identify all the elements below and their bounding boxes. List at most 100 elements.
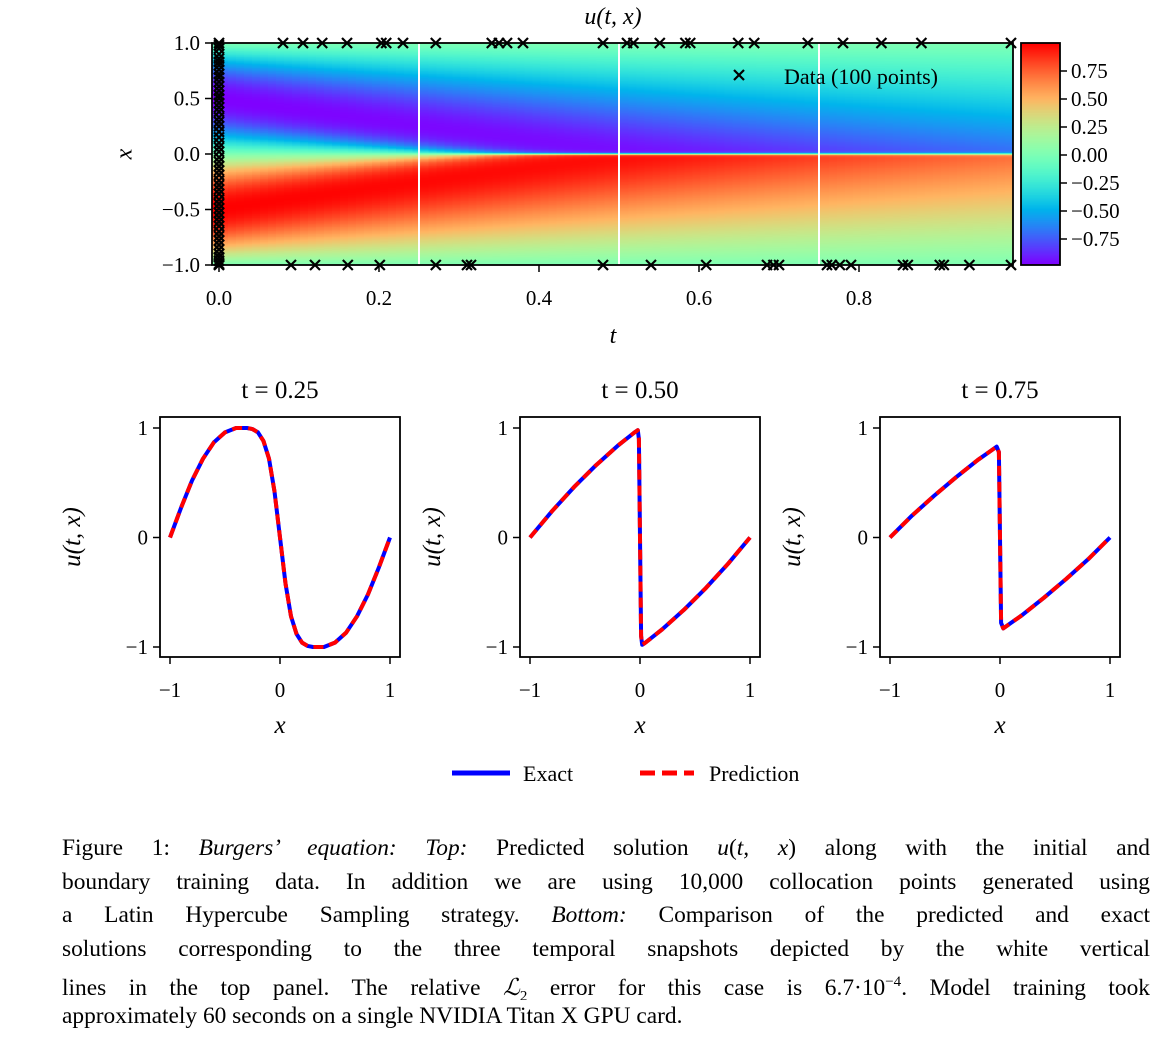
data-point-x-icon	[213, 215, 225, 228]
data-point-x-icon	[213, 76, 225, 88]
x-tick-label: −1	[879, 678, 901, 702]
data-point-x-icon	[213, 155, 225, 168]
plot-title: t = 0.25	[241, 377, 318, 404]
data-point-x-icon	[213, 202, 225, 215]
top-title: u(t, x)	[584, 4, 641, 30]
y-tick-label: 1.0	[174, 31, 200, 55]
y-tick-label: −0.5	[162, 198, 200, 222]
caption-math-u: u	[717, 835, 729, 861]
y-tick-label: 0	[138, 526, 149, 550]
data-point-x-icon	[213, 164, 225, 177]
data-point-x-icon	[213, 198, 225, 210]
x-axis-label: x	[993, 712, 1005, 739]
caption-line-6: approximately 60 seconds on a single NVI…	[62, 1002, 683, 1029]
data-point-x-icon	[213, 97, 225, 109]
y-axis-label: u(t, x)	[779, 507, 806, 567]
colorbar-tick-label: 0.75	[1071, 59, 1108, 83]
top-ylabel: x	[112, 148, 138, 160]
x-tick-label: 0.0	[206, 286, 232, 310]
figure-caption: Figure 1: Burgers’ equation: Top: Predic…	[62, 832, 1150, 1034]
x-tick-label: 0.4	[526, 286, 553, 310]
x-tick-label: 1	[1105, 678, 1116, 702]
data-point-x-icon	[213, 207, 225, 219]
x-tick-label: 0	[275, 678, 286, 702]
prediction-line	[528, 428, 752, 647]
y-tick-label: −1	[846, 635, 868, 659]
data-point-x-icon	[213, 151, 225, 164]
x-tick-label: 0	[635, 678, 646, 702]
prediction-line	[168, 426, 392, 649]
caption-text: lines in the top panel. The relative	[62, 975, 503, 1000]
data-point-x-icon	[213, 92, 225, 105]
colorbar-tick-label: 0.25	[1071, 115, 1108, 139]
x-tick-label: 1	[745, 678, 756, 702]
legend-data-label: Data (100 points)	[784, 64, 938, 89]
x-tick-label: −1	[159, 678, 181, 702]
data-point-x-icon	[213, 254, 225, 267]
data-point-x-icon	[213, 234, 225, 247]
data-point-x-icon	[213, 59, 225, 71]
colorbar-tick-label: −0.25	[1071, 171, 1120, 195]
y-axis-label: u(t, x)	[419, 507, 446, 567]
y-tick-label: −1	[486, 635, 508, 659]
data-point-x-icon	[213, 230, 225, 242]
data-point-x-icon	[213, 111, 225, 124]
data-point-x-icon	[213, 174, 225, 187]
data-point-x-icon	[213, 101, 225, 114]
data-point-x-icon	[213, 160, 225, 172]
data-point-x-icon	[213, 211, 225, 224]
colorbar-tick-label: −0.50	[1071, 199, 1120, 223]
data-point-x-icon	[213, 258, 225, 270]
plot-title: t = 0.75	[961, 377, 1038, 404]
x-tick-label: −1	[519, 678, 541, 702]
snapshot-plot: t = 0.75 −1 0 1 1 0 −1 x u(t, x)	[779, 377, 1121, 739]
caption-line-2: boundary training data. In addition we a…	[62, 868, 1150, 895]
caption-text: ) along with the initial and	[788, 835, 1150, 861]
caption-italic-bottom: Bottom:	[551, 902, 627, 929]
x-tick-label: 0	[995, 678, 1006, 702]
y-tick-label: −1.0	[162, 253, 200, 277]
x-axis-label: x	[273, 712, 285, 739]
data-point-x-icon	[213, 71, 225, 84]
colorbar	[1021, 43, 1060, 265]
caption-line-1: Figure 1: Burgers’ equation: Top: Predic…	[62, 832, 1150, 866]
y-tick-label: −1	[126, 635, 148, 659]
snapshot-plot: t = 0.50 −1 0 1 1 0 −1 x u(t, x)	[419, 377, 761, 739]
legend-marker-x-icon	[733, 69, 745, 81]
top-legend: Data (100 points)	[733, 64, 938, 89]
y-tick-label: 0	[858, 526, 869, 550]
caption-superscript: −4	[885, 974, 902, 991]
prediction-line	[888, 444, 1112, 631]
data-point-x-icon	[213, 80, 225, 93]
caption-line-3: a Latin Hypercube Sampling strategy. Bot…	[62, 899, 1150, 933]
legend-exact-label: Exact	[523, 761, 573, 786]
x-tick-label: 0.2	[366, 286, 392, 310]
caption-text: error for this case is 6.7·10	[527, 975, 886, 1000]
plot-title: t = 0.50	[601, 377, 678, 404]
snapshot-plot: t = 0.25 −1 0 1 1 0 −1 x u(t, x)	[59, 377, 401, 739]
caption-text: a Latin Hypercube Sampling strategy.	[62, 902, 552, 929]
caption-subscript: 2	[519, 988, 528, 1000]
colorbar-tick-label: 0.00	[1071, 143, 1108, 167]
data-point-x-icon	[213, 225, 225, 238]
caption-text: Comparison of the predicted and exact	[626, 902, 1150, 929]
y-tick-label: 1	[498, 416, 509, 440]
caption-text: . Model training took	[901, 975, 1150, 1000]
caption-paren: (	[729, 835, 737, 861]
y-tick-label: 1	[858, 416, 869, 440]
data-point-x-icon	[213, 116, 225, 128]
top-panel: u(t, x) 0.0 0.2 0.4 0.6 0.8 1.0 0.5 0.0 −0.5 −1.…	[112, 4, 1120, 349]
x-tick-label: 0.8	[846, 286, 872, 310]
caption-line-5: lines in the top panel. The relative ℒ2 …	[62, 966, 1150, 1000]
colorbar-frame	[1020, 42, 1061, 266]
caption-math-L: ℒ	[503, 975, 520, 1000]
caption-figure-label: Figure 1:	[62, 835, 199, 861]
x-tick-label: 1	[385, 678, 396, 702]
y-tick-label: 0.5	[174, 87, 200, 111]
y-axis-label: u(t, x)	[59, 507, 86, 567]
caption-line-4: solutions corresponding to the three tem…	[62, 935, 1150, 962]
data-point-x-icon	[213, 183, 225, 196]
y-tick-label: 0	[498, 526, 509, 550]
top-xlabel: t	[610, 323, 618, 349]
